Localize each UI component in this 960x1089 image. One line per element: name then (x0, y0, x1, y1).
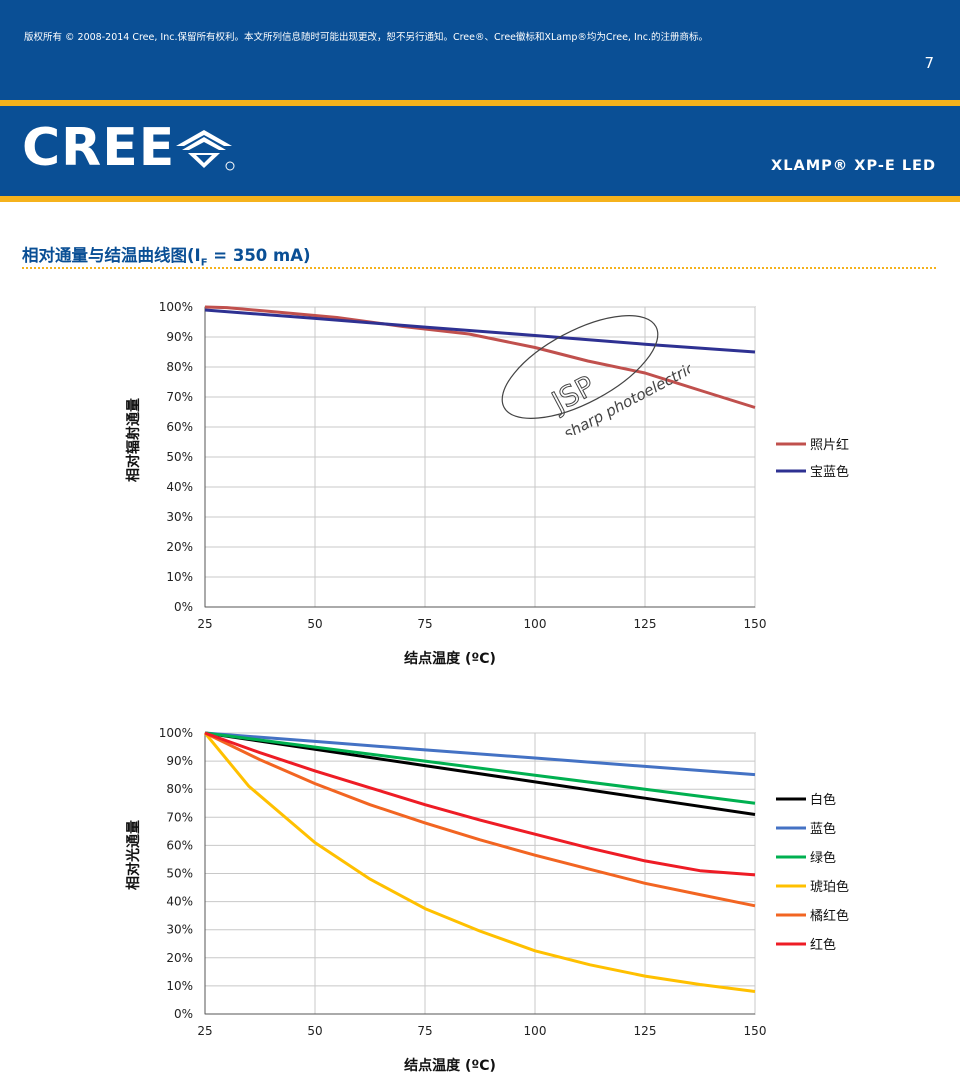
product-name: XLAMP® XP-E LED (771, 158, 936, 174)
series-line (203, 732, 756, 993)
x-tick-label: 125 (634, 617, 657, 631)
x-tick-label: 50 (307, 617, 322, 631)
x-axis-label: 结点温度 (ºC) (404, 650, 496, 667)
watermark: JSP Jin sharp photoelectric (501, 315, 690, 435)
cree-logo: CREE (22, 118, 176, 178)
y-tick-label: 90% (166, 330, 193, 344)
y-tick-label: 0% (174, 1007, 193, 1021)
y-tick-label: 100% (159, 726, 193, 740)
radiant-flux-chart: 0% 10% 20% 30% 40% 50% 60% 70% 80% 90% 100% 25 50 75 1… (125, 300, 849, 667)
y-tick-label: 10% (166, 570, 193, 584)
legend-label: 白色 (810, 792, 836, 808)
x-tick-label: 100 (524, 617, 547, 631)
series-line (204, 308, 756, 354)
cree-logo-icon (176, 130, 235, 171)
legend-label: 绿色 (810, 850, 836, 866)
section-title: 相对通量与结温曲线图(IF = 350 mA) (22, 246, 311, 269)
y-tick-label: 50% (166, 450, 193, 464)
y-tick-label: 70% (166, 390, 193, 404)
x-tick-label: 125 (634, 1024, 657, 1038)
y-tick-label: 30% (166, 923, 193, 937)
y-tick-label: 40% (166, 895, 193, 909)
x-tick-label: 150 (744, 617, 767, 631)
x-tick-label: 25 (197, 1024, 212, 1038)
y-tick-label: 10% (166, 979, 193, 993)
legend-label: 琥珀色 (810, 879, 849, 895)
copyright-notice: 版权所有 © 2008-2014 Cree, Inc.保留所有权利。本文所列信息… (24, 32, 709, 43)
y-tick-label: 60% (166, 420, 193, 434)
x-axis-label: 结点温度 (ºC) (404, 1057, 496, 1074)
y-tick-label: 50% (166, 867, 193, 881)
series-line (204, 731, 756, 805)
y-tick-label: 30% (166, 510, 193, 524)
legend-label: 照片红 (810, 437, 849, 453)
y-tick-label: 70% (166, 810, 193, 824)
legend-label: 蓝色 (810, 821, 836, 837)
x-tick-label: 150 (744, 1024, 767, 1038)
x-tick-label: 100 (524, 1024, 547, 1038)
gold-divider (0, 100, 960, 106)
header-band (0, 0, 960, 100)
series-line (204, 731, 756, 877)
series-line (204, 731, 756, 908)
y-tick-label: 40% (166, 480, 193, 494)
legend-label: 宝蓝色 (810, 464, 849, 480)
series-line (204, 731, 756, 777)
x-tick-label: 75 (417, 617, 432, 631)
y-tick-label: 90% (166, 754, 193, 768)
page-number: 7 (924, 54, 934, 72)
gold-divider-bottom (0, 196, 960, 202)
y-tick-label: 0% (174, 600, 193, 614)
brand-band (0, 106, 960, 196)
y-tick-label: 80% (166, 782, 193, 796)
x-tick-label: 25 (197, 617, 212, 631)
x-tick-label: 75 (417, 1024, 432, 1038)
y-tick-label: 20% (166, 951, 193, 965)
luminous-flux-chart: 0% 10% 20% 30% 40% 50% 60% 70% 80% 90% 100% 25 50 75 1… (125, 726, 849, 1074)
legend-label: 红色 (810, 937, 836, 953)
y-tick-label: 20% (166, 540, 193, 554)
dotted-divider (22, 267, 936, 269)
y-tick-label: 60% (166, 838, 193, 852)
y-tick-label: 100% (159, 300, 193, 314)
y-axis-label: 相对光通量 (125, 820, 142, 890)
y-axis-label: 相对辐射通量 (125, 398, 142, 482)
y-tick-label: 80% (166, 360, 193, 374)
series-line (204, 305, 756, 409)
legend-label: 橘红色 (810, 908, 849, 924)
series-line (204, 731, 756, 816)
x-tick-label: 50 (307, 1024, 322, 1038)
